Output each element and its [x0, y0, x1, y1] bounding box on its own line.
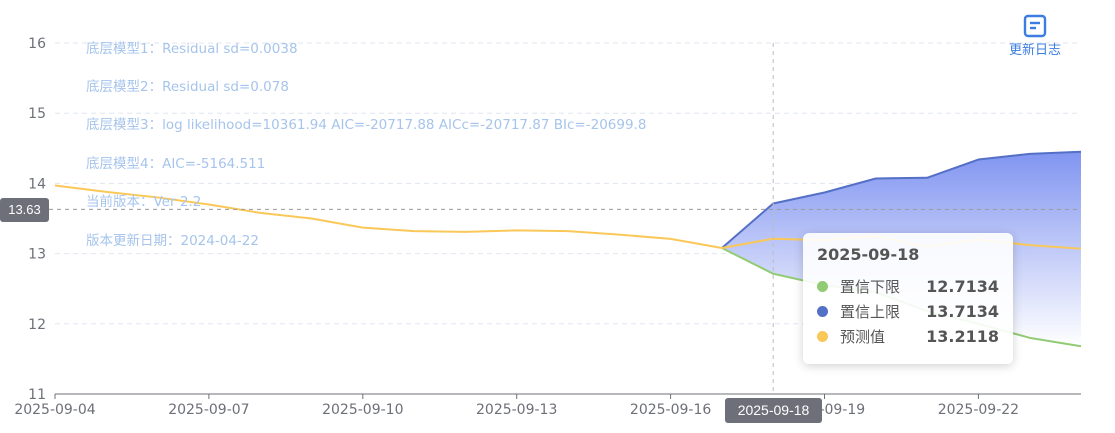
- x-tick-label: 2025-09-16: [630, 402, 711, 418]
- y-tick-label: 11: [28, 387, 46, 403]
- tooltip-date: 2025-09-18: [817, 245, 920, 264]
- tooltip-marker-upper: [817, 306, 828, 317]
- y-tick-label: 14: [28, 176, 46, 192]
- x-tick-label: 2025-09-04: [14, 402, 95, 418]
- annotation-version: 当前版本：Ver 2.2: [86, 194, 202, 210]
- axis-pointer-x-label: 2025-09-18: [725, 398, 822, 423]
- x-tick-label: 2025-09-07: [168, 402, 249, 418]
- annotation-model-4: 底层模型4：AIC=-5164.511: [86, 156, 266, 172]
- y-tick-label: 15: [28, 106, 46, 122]
- y-tick-label: 13: [28, 247, 46, 263]
- document-icon: [1023, 14, 1047, 38]
- annotation-model-1: 底层模型1：Residual sd=0.0038: [86, 41, 298, 57]
- y-tick-label: 12: [28, 317, 46, 333]
- tooltip-row-forecast: 预测值 13.2118: [817, 324, 999, 349]
- chart-tooltip: 2025-09-18 置信下限 12.7134 置信上限 13.7134 预测值…: [803, 233, 1013, 364]
- x-tick-label: 2025-09-10: [322, 402, 403, 418]
- tooltip-value-upper: 13.7134: [926, 302, 999, 321]
- y-tick-label: 16: [28, 36, 46, 52]
- tooltip-marker-forecast: [817, 331, 828, 342]
- annotation-update-date: 版本更新日期：2024-04-22: [86, 233, 259, 249]
- series-line-upper: [721, 150, 1082, 249]
- tooltip-marker-lower: [817, 281, 828, 292]
- annotation-model-2: 底层模型2：Residual sd=0.078: [86, 79, 289, 95]
- tooltip-name-upper: 置信上限: [840, 303, 901, 321]
- annotation-model-3: 底层模型3：log likelihood=10361.94 AIC=-20717…: [86, 117, 647, 133]
- tooltip-name-forecast: 预测值: [840, 328, 886, 346]
- x-tick-label: 2025-09-22: [938, 402, 1019, 418]
- tooltip-name-lower: 置信下限: [840, 278, 901, 296]
- tooltip-row-upper: 置信上限 13.7134: [817, 299, 999, 324]
- tooltip-value-forecast: 13.2118: [926, 327, 999, 346]
- update-log-button[interactable]: 更新日志: [1003, 14, 1067, 58]
- update-log-label: 更新日志: [1008, 43, 1061, 58]
- tooltip-value-lower: 12.7134: [926, 277, 999, 296]
- x-tick-label: 2025-09-13: [476, 402, 557, 418]
- axis-pointer-y-label: 13.63: [0, 198, 49, 222]
- tooltip-row-lower: 置信下限 12.7134: [817, 274, 999, 299]
